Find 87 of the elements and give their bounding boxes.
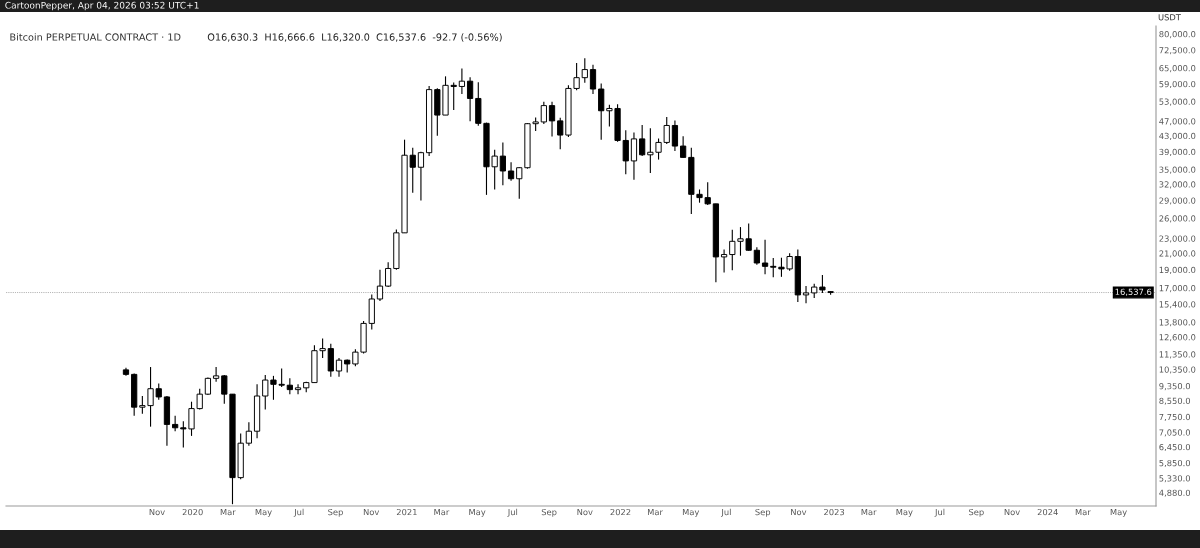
candlestick <box>581 57 588 84</box>
candlestick <box>327 343 334 378</box>
x-tick-label: 2021 <box>396 508 417 516</box>
x-tick-label: Jul <box>934 508 945 517</box>
x-tick-label: 2023 <box>824 508 845 516</box>
y-tick-label: 5,850.0 <box>1159 459 1191 468</box>
text: O16,630.3 H16,666.6 L16,320.0 C16,537.6 -92.7 (-0.56%) <box>207 33 502 42</box>
y-tick-label: 32,000.0 <box>1159 181 1196 189</box>
x-tick-label: Jul <box>507 508 518 517</box>
candlestick <box>458 67 466 95</box>
y-tick-label: 19,000.0 <box>1159 266 1196 274</box>
candlestick <box>540 101 547 125</box>
candlestick <box>639 124 646 157</box>
y-tick-label: 6,450.0 <box>1159 443 1191 452</box>
x-tick-label: Nov <box>1004 509 1020 516</box>
candlestick <box>466 76 474 122</box>
x-tick-label: Mar <box>647 509 663 516</box>
x-tick-label: Jul <box>720 508 731 517</box>
x-tick-label: Sep <box>755 508 771 517</box>
candlestick <box>802 285 810 304</box>
x-tick-label: Mar <box>220 509 236 516</box>
y-tick-label: 8,550.0 <box>1159 397 1191 405</box>
y-tick-label: 13,800.0 <box>1159 319 1196 327</box>
y-tick-label: 72,500.0 <box>1159 47 1196 55</box>
y-tick-label: 4,880.0 <box>1159 489 1191 497</box>
y-tick-label: 9,350.0 <box>1159 383 1191 391</box>
y-tick-label: 12,600.0 <box>1159 334 1196 342</box>
y-tick-label: 53,000.0 <box>1159 98 1196 106</box>
y-tick-label: 80,000.0 <box>1159 30 1196 39</box>
candlestick <box>499 141 506 186</box>
x-tick-label: 2024 <box>1037 508 1058 516</box>
y-tick-label: 17,000.0 <box>1159 285 1196 293</box>
y-tick-label: 7,050.0 <box>1159 429 1191 437</box>
x-tick-label: May <box>896 509 913 517</box>
ref-line-label: 16,537.6 <box>1115 288 1152 296</box>
candlestick <box>385 261 392 288</box>
candlestick <box>245 421 252 447</box>
x-tick-label: Mar <box>434 509 450 516</box>
x-tick-label: Nov <box>577 509 593 516</box>
y-axis-title: USDT <box>1158 14 1181 21</box>
y-tick-label: 5,330.0 <box>1159 475 1191 483</box>
x-tick-label: Jul <box>293 508 304 517</box>
candlestick <box>417 151 425 201</box>
y-tick-label: 7,750.0 <box>1159 413 1191 421</box>
x-tick-label: Mar <box>861 509 877 516</box>
x-tick-label: Sep <box>328 508 343 517</box>
x-tick-label: 2022 <box>610 508 631 516</box>
x-tick-label: Nov <box>791 509 807 516</box>
candlestick <box>680 135 687 159</box>
candlestick <box>671 119 679 152</box>
y-tick-label: 23,000.0 <box>1159 235 1196 243</box>
text: CartoonPepper, Apr 04, 2026 03:52 UTC+1 <box>5 1 199 11</box>
x-tick-label: Sep <box>541 508 557 517</box>
candlestick <box>548 101 556 138</box>
x-tick-label: May <box>1110 509 1127 517</box>
candlestick <box>598 82 605 141</box>
y-tick-label: 10,350.0 <box>1159 366 1196 374</box>
candlestick <box>507 161 515 182</box>
y-tick-label: 26,000.0 <box>1159 215 1196 223</box>
candlestick <box>589 64 597 95</box>
y-tick-label: 47,000.0 <box>1159 118 1196 126</box>
x-tick-label: 2020 <box>182 508 203 516</box>
y-tick-label: 35,000.0 <box>1159 166 1196 174</box>
candlestick <box>294 383 302 395</box>
x-tick-label: Nov <box>363 509 380 516</box>
x-tick-label: Sep <box>969 508 984 517</box>
y-tick-label: 65,000.0 <box>1159 65 1196 73</box>
candlestick <box>376 269 384 302</box>
y-tick-label: 43,000.0 <box>1159 132 1196 140</box>
y-tick-label: 11,350.0 <box>1159 351 1196 359</box>
candlestick <box>720 248 728 273</box>
x-tick-label: Nov <box>149 509 165 516</box>
y-tick-label: 15,400.0 <box>1159 301 1196 309</box>
x-tick-label: May <box>255 509 272 517</box>
y-tick-label: 29,000.0 <box>1159 197 1196 205</box>
candlestick <box>630 131 638 181</box>
candlestick <box>335 357 343 378</box>
candlestick <box>172 415 179 432</box>
text: Bitcoin PERPETUAL CONTRACT · 1D <box>10 33 181 41</box>
x-tick-label: May <box>469 509 486 517</box>
candlestick <box>761 239 769 275</box>
x-tick-label: Mar <box>1075 509 1091 516</box>
x-tick-label: May <box>682 509 700 517</box>
y-tick-label: 21,000.0 <box>1159 250 1196 258</box>
candlestick <box>212 366 220 383</box>
y-tick-label: 39,000.0 <box>1159 148 1196 156</box>
y-tick-label: 59,000.0 <box>1159 80 1196 89</box>
